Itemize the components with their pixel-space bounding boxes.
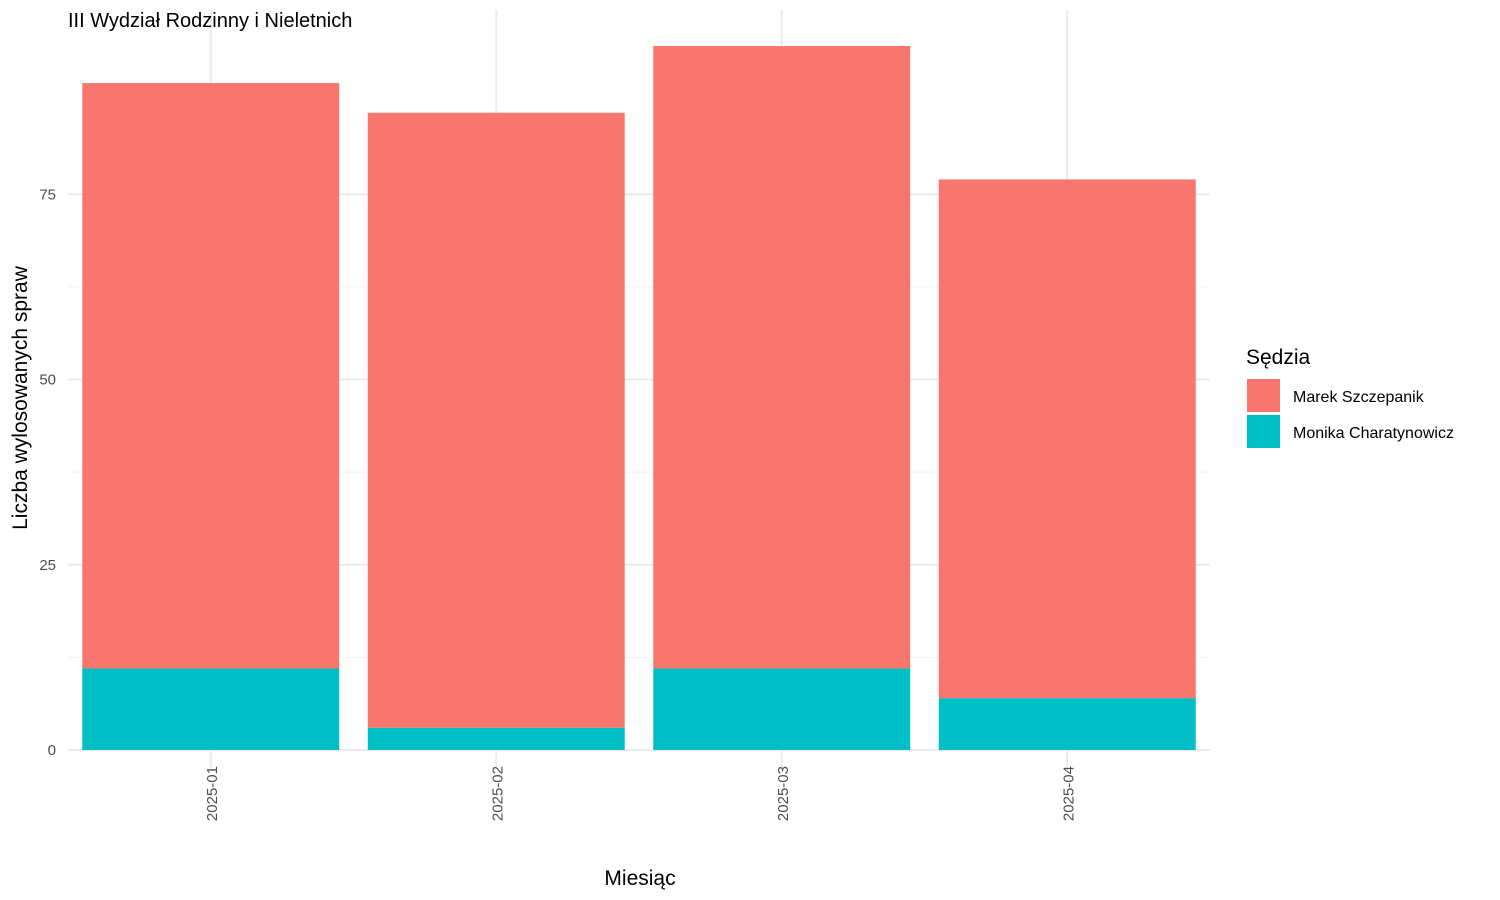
y-axis-title: Liczba wylosowanych spraw: [9, 265, 32, 530]
bar-segment: [367, 727, 625, 750]
chart-title: III Wydział Rodzinny i Nieletnich: [68, 10, 352, 32]
bars: [82, 46, 1196, 750]
bar-segment: [938, 179, 1196, 699]
legend-swatch: [1247, 379, 1280, 412]
y-tick-label: 0: [48, 742, 56, 759]
x-tick-label: 2025-04: [1060, 766, 1077, 821]
bar-segment: [367, 112, 625, 728]
legend: Sędzia Marek Szczepanik Monika Charatynow…: [1246, 346, 1454, 448]
x-tick-label: 2025-01: [204, 766, 221, 821]
x-tick-label: 2025-03: [775, 766, 792, 821]
y-axis-ticks: 0 25 50 75: [39, 186, 56, 759]
x-axis-ticks: 2025-01 2025-02 2025-03 2025-04: [204, 766, 1078, 821]
bar-segment: [653, 668, 911, 750]
x-axis-title: Miesiąc: [604, 867, 675, 890]
bar-segment: [82, 83, 340, 669]
y-tick-label: 50: [39, 372, 56, 389]
bar-segment: [82, 668, 340, 750]
legend-title: Sędzia: [1246, 346, 1311, 369]
bar-segment: [938, 698, 1196, 750]
legend-items: Marek Szczepanik Monika Charatynowicz: [1247, 379, 1454, 448]
x-tick-label: 2025-02: [489, 766, 506, 821]
y-tick-label: 25: [39, 557, 56, 574]
legend-label: Monika Charatynowicz: [1293, 425, 1454, 442]
y-tick-label: 75: [39, 186, 56, 203]
bar-segment: [653, 46, 911, 669]
legend-swatch: [1247, 415, 1280, 448]
legend-label: Marek Szczepanik: [1293, 389, 1425, 406]
